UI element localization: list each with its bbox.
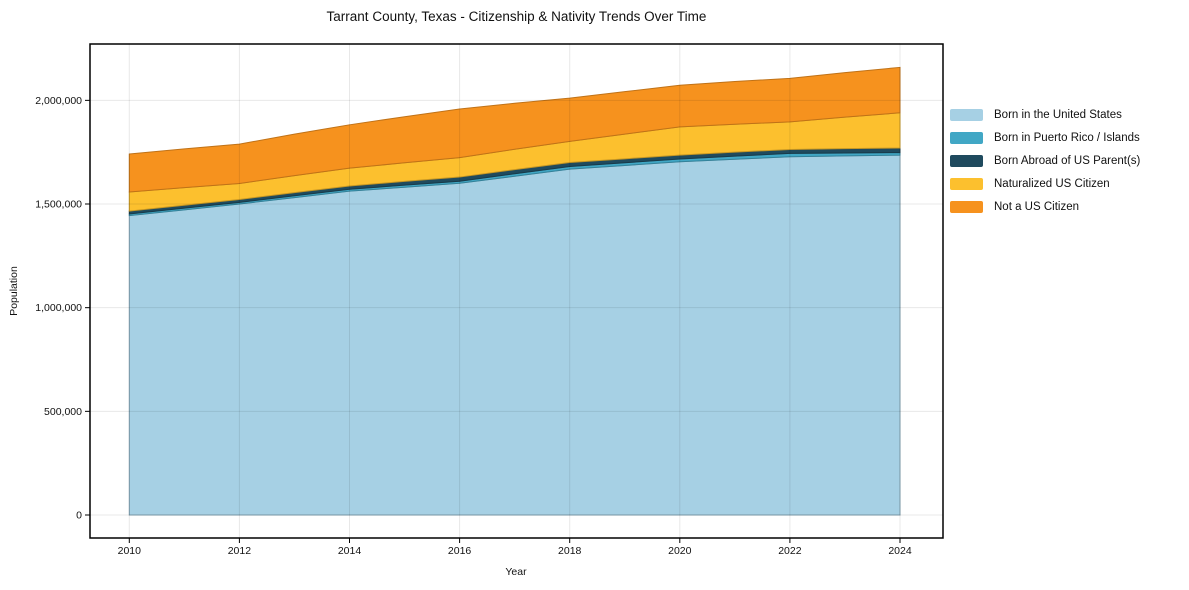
y-tick-label: 1,500,000: [35, 198, 82, 210]
legend-label: Born in the United States: [994, 108, 1122, 121]
legend-swatch-born-in-the-united-states: [950, 108, 983, 121]
legend-item: Born Abroad of US Parent(s): [950, 149, 1140, 172]
legend-label: Born Abroad of US Parent(s): [994, 154, 1141, 167]
legend-item: Not a US Citizen: [950, 195, 1140, 218]
x-tick-label: 2020: [668, 545, 692, 557]
legend-label: Not a US Citizen: [994, 200, 1080, 213]
legend-swatch-born-abroad-of-us-parents: [950, 154, 983, 167]
x-tick-label: 2010: [118, 545, 142, 557]
x-tick-label: 2018: [558, 545, 582, 557]
legend-label: Born in Puerto Rico / Islands: [994, 131, 1140, 144]
gridlines: [90, 44, 943, 538]
x-tick-label: 2014: [338, 545, 362, 557]
legend-swatch-born-in-puerto-rico-islands: [950, 131, 983, 144]
legend-label: Naturalized US Citizen: [994, 177, 1110, 190]
legend-swatch-not-a-us-citizen: [950, 200, 983, 213]
y-tick-label: 500,000: [44, 406, 82, 418]
x-axis-label: Year: [505, 566, 527, 578]
x-tick-label: 2022: [778, 545, 802, 557]
x-tick-label: 2016: [448, 545, 472, 557]
legend-item: Born in Puerto Rico / Islands: [950, 126, 1140, 149]
y-axis-label: Population: [8, 266, 20, 316]
area-born-in-the-united-states: [128, 154, 901, 516]
y-tick-label: 0: [76, 509, 82, 521]
legend-item: Naturalized US Citizen: [950, 172, 1140, 195]
y-tick-label: 2,000,000: [35, 95, 82, 107]
chart-title: Tarrant County, Texas - Citizenship & Na…: [326, 9, 707, 24]
stacked-areas: [128, 66, 901, 516]
legend-swatch-naturalized-us-citizen: [950, 177, 983, 190]
plot-border: [89, 43, 944, 539]
y-tick-label: 1,000,000: [35, 302, 82, 314]
legend-item: Born in the United States: [950, 103, 1140, 126]
tick-labels: 0 500,000 1,000,000 1,500,000 2,000,000 2010 2…: [35, 95, 912, 557]
x-tick-label: 2024: [888, 545, 912, 557]
axis-ticks: [85, 99, 901, 543]
legend: Born in the United States Born in Puerto…: [950, 103, 1140, 218]
area-not-a-us-citizen: [128, 66, 901, 193]
x-tick-label: 2012: [228, 545, 252, 557]
